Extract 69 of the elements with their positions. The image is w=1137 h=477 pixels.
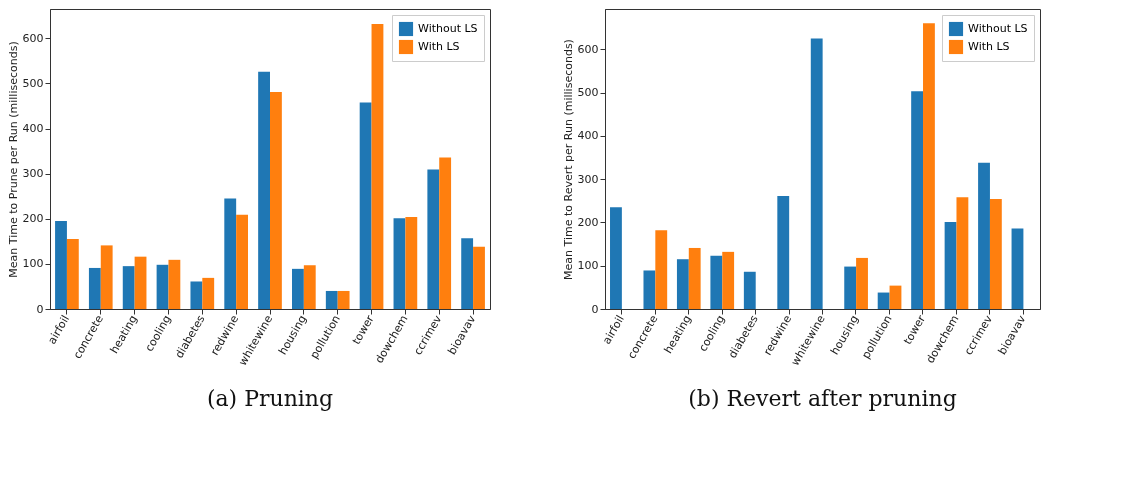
bar (55, 221, 67, 309)
bar (303, 265, 316, 309)
legend-label: Without LS (418, 22, 478, 35)
bar (473, 246, 485, 309)
bar (439, 157, 452, 309)
y-tick-label: 200 (577, 215, 599, 229)
legend-label: With LS (418, 40, 460, 53)
bar (122, 266, 135, 309)
bar (978, 162, 990, 309)
bar (710, 255, 723, 309)
bar (427, 169, 440, 309)
bar (156, 264, 169, 309)
y-tick-label: 100 (577, 259, 599, 273)
bar (359, 102, 372, 309)
bar (270, 92, 282, 309)
bar (224, 198, 237, 309)
bar (393, 218, 406, 309)
bar (722, 251, 735, 309)
bar (371, 23, 384, 309)
legend-label: With LS (968, 40, 1010, 53)
bar (777, 196, 790, 309)
bar (66, 239, 79, 309)
bar (100, 245, 113, 309)
bar (325, 290, 338, 309)
legend-label: Without LS (968, 22, 1028, 35)
bar (168, 259, 181, 309)
bar (688, 247, 701, 309)
y-tick-label: 400 (22, 122, 44, 136)
y-tick-label: 500 (577, 86, 599, 100)
bar (190, 281, 203, 309)
bar (461, 238, 474, 309)
bar (989, 199, 1002, 309)
bar (877, 292, 890, 309)
bar (292, 268, 304, 309)
bar (923, 23, 935, 309)
bar (911, 91, 924, 309)
bar (655, 230, 668, 309)
bar (337, 290, 350, 309)
y-tick-label: 0 (36, 302, 44, 316)
bar (1011, 228, 1024, 309)
bar (844, 266, 857, 309)
bar (956, 197, 969, 309)
bar (889, 285, 902, 309)
bar (405, 216, 418, 309)
y-tick-label: 400 (577, 129, 599, 143)
bar (856, 257, 868, 309)
y-tick-label: 200 (22, 212, 44, 226)
bar (134, 256, 147, 309)
y-tick-label: 500 (22, 76, 44, 90)
bar (88, 267, 101, 309)
y-tick-label: 100 (22, 257, 44, 271)
bar (743, 271, 756, 309)
text: (b) Revert after pruning (688, 385, 957, 411)
bar (810, 38, 823, 309)
y-tick-label: 600 (577, 42, 599, 56)
bar (944, 221, 957, 309)
y-axis-title: Mean Time to Prune per Run (milliseconds) (6, 41, 20, 278)
bar (643, 270, 656, 309)
y-tick-label: 600 (22, 31, 44, 45)
bar (676, 259, 689, 309)
y-tick-label: 300 (22, 167, 44, 181)
y-axis-title: Mean Time to Revert per Run (milliseconds) (561, 39, 575, 280)
text: (a) Pruning (206, 385, 334, 411)
y-tick-label: 300 (577, 172, 599, 186)
bar (236, 214, 248, 309)
y-tick-label: 0 (591, 302, 599, 316)
bar (202, 277, 215, 309)
bar (610, 207, 622, 309)
bar (258, 71, 270, 309)
